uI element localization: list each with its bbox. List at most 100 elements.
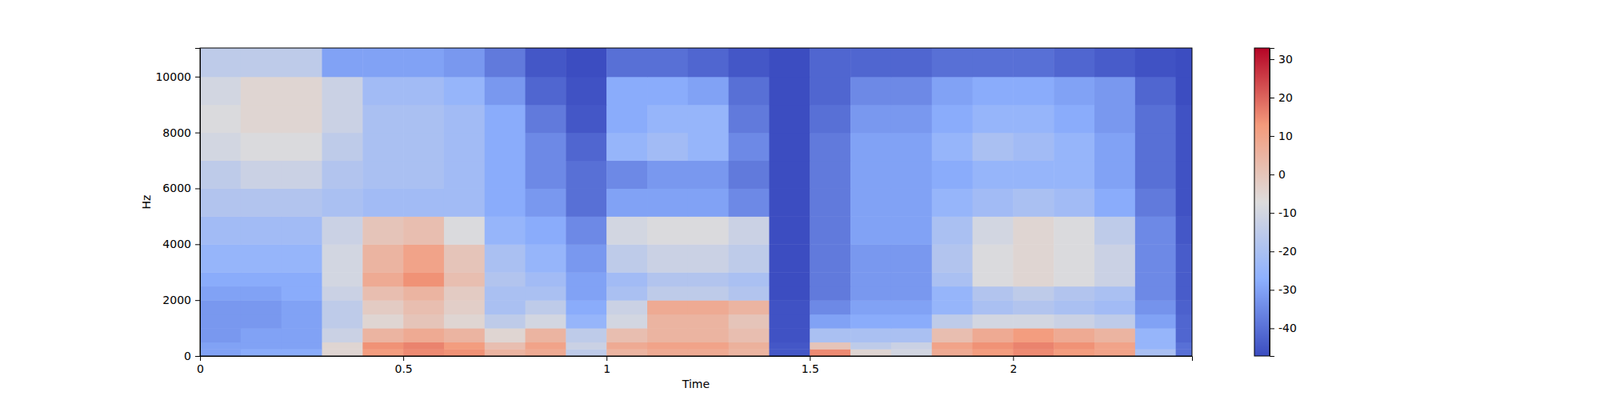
cell: [200, 104, 241, 133]
cell: [809, 272, 851, 287]
cell: [728, 216, 770, 244]
cell: [444, 314, 485, 329]
cell: [809, 188, 851, 216]
cell: [321, 48, 363, 77]
cell: [1176, 348, 1192, 356]
cell: [850, 348, 892, 356]
cell: [1094, 76, 1136, 105]
axis-line: [1270, 48, 1276, 357]
cell: [444, 286, 485, 301]
cell: [688, 216, 729, 244]
cell: [484, 348, 526, 356]
cell: [362, 348, 404, 356]
cell: [1176, 342, 1192, 350]
cell: [647, 76, 688, 105]
cell: [1135, 104, 1176, 133]
cell: [728, 342, 770, 350]
tick-mark: [1269, 328, 1275, 329]
cell: [688, 76, 729, 105]
tick-mark: [195, 188, 200, 189]
tick-mark: [1269, 251, 1275, 252]
cell: [1176, 160, 1192, 189]
cell: [932, 132, 973, 161]
cell: [200, 188, 241, 216]
cell: [444, 300, 485, 315]
tick-label: 30: [1278, 52, 1293, 66]
cell: [200, 342, 241, 350]
tick-label: 4000: [162, 237, 192, 251]
cell: [972, 342, 1014, 350]
cell: [281, 300, 323, 315]
y-axis: 0200040006000800010000: [155, 48, 200, 363]
cell: [850, 286, 892, 301]
cell: [932, 328, 973, 343]
cell: [932, 244, 973, 272]
cell: [606, 314, 648, 329]
cell: [1176, 286, 1192, 301]
cell: [362, 48, 404, 77]
tick-mark: [195, 356, 200, 357]
cell: [1053, 328, 1095, 343]
cell: [240, 244, 282, 272]
cell: [688, 286, 729, 301]
cell: [1094, 314, 1136, 329]
cell: [403, 300, 444, 315]
cell: [362, 342, 404, 350]
cell: [1053, 104, 1095, 133]
cell: [565, 76, 607, 105]
cell: [525, 328, 567, 343]
cell: [281, 342, 323, 350]
cell: [565, 328, 607, 343]
cell: [200, 286, 241, 301]
cell: [362, 300, 404, 315]
cell: [484, 160, 526, 189]
tick-label: 20: [1278, 91, 1293, 104]
cell: [1094, 300, 1136, 315]
cell: [768, 286, 810, 301]
cell: [688, 132, 729, 161]
cell: [1094, 342, 1136, 350]
cell: [1135, 216, 1176, 244]
cell: [525, 188, 567, 216]
cell: [606, 286, 648, 301]
cell: [484, 76, 526, 105]
cell: [200, 76, 241, 105]
cell: [606, 216, 648, 244]
cell: [403, 272, 444, 287]
cell: [1176, 76, 1192, 105]
cell: [281, 286, 323, 301]
tick: -20: [1269, 244, 1297, 258]
cell: [565, 216, 607, 244]
cell: [1012, 342, 1054, 350]
tick: 1.5: [801, 356, 820, 376]
cell: [1094, 104, 1136, 133]
cell: [891, 300, 932, 315]
cell: [606, 342, 648, 350]
cell: [972, 104, 1014, 133]
cell: [321, 76, 363, 105]
cell: [240, 188, 282, 216]
cell: [1176, 104, 1192, 133]
cell: [281, 244, 323, 272]
cell: [281, 216, 323, 244]
cell: [647, 160, 688, 189]
tick: 0: [196, 356, 204, 376]
cell: [200, 348, 241, 356]
cell: [362, 216, 404, 244]
tick-mark: [195, 76, 200, 78]
tick: 0: [1269, 168, 1286, 181]
tick-label: -20: [1278, 244, 1297, 258]
cell: [891, 188, 932, 216]
cell: [728, 48, 770, 77]
cell: [891, 132, 932, 161]
tick-label: 0: [1278, 168, 1286, 181]
axis-line: [200, 356, 1193, 362]
cell: [1135, 132, 1176, 161]
cell: [809, 104, 851, 133]
cell: [1094, 272, 1136, 287]
cell: [525, 76, 567, 105]
cell: [768, 188, 810, 216]
y-axis-title: Hz: [140, 195, 153, 210]
cell: [321, 314, 363, 329]
cell: [768, 314, 810, 329]
